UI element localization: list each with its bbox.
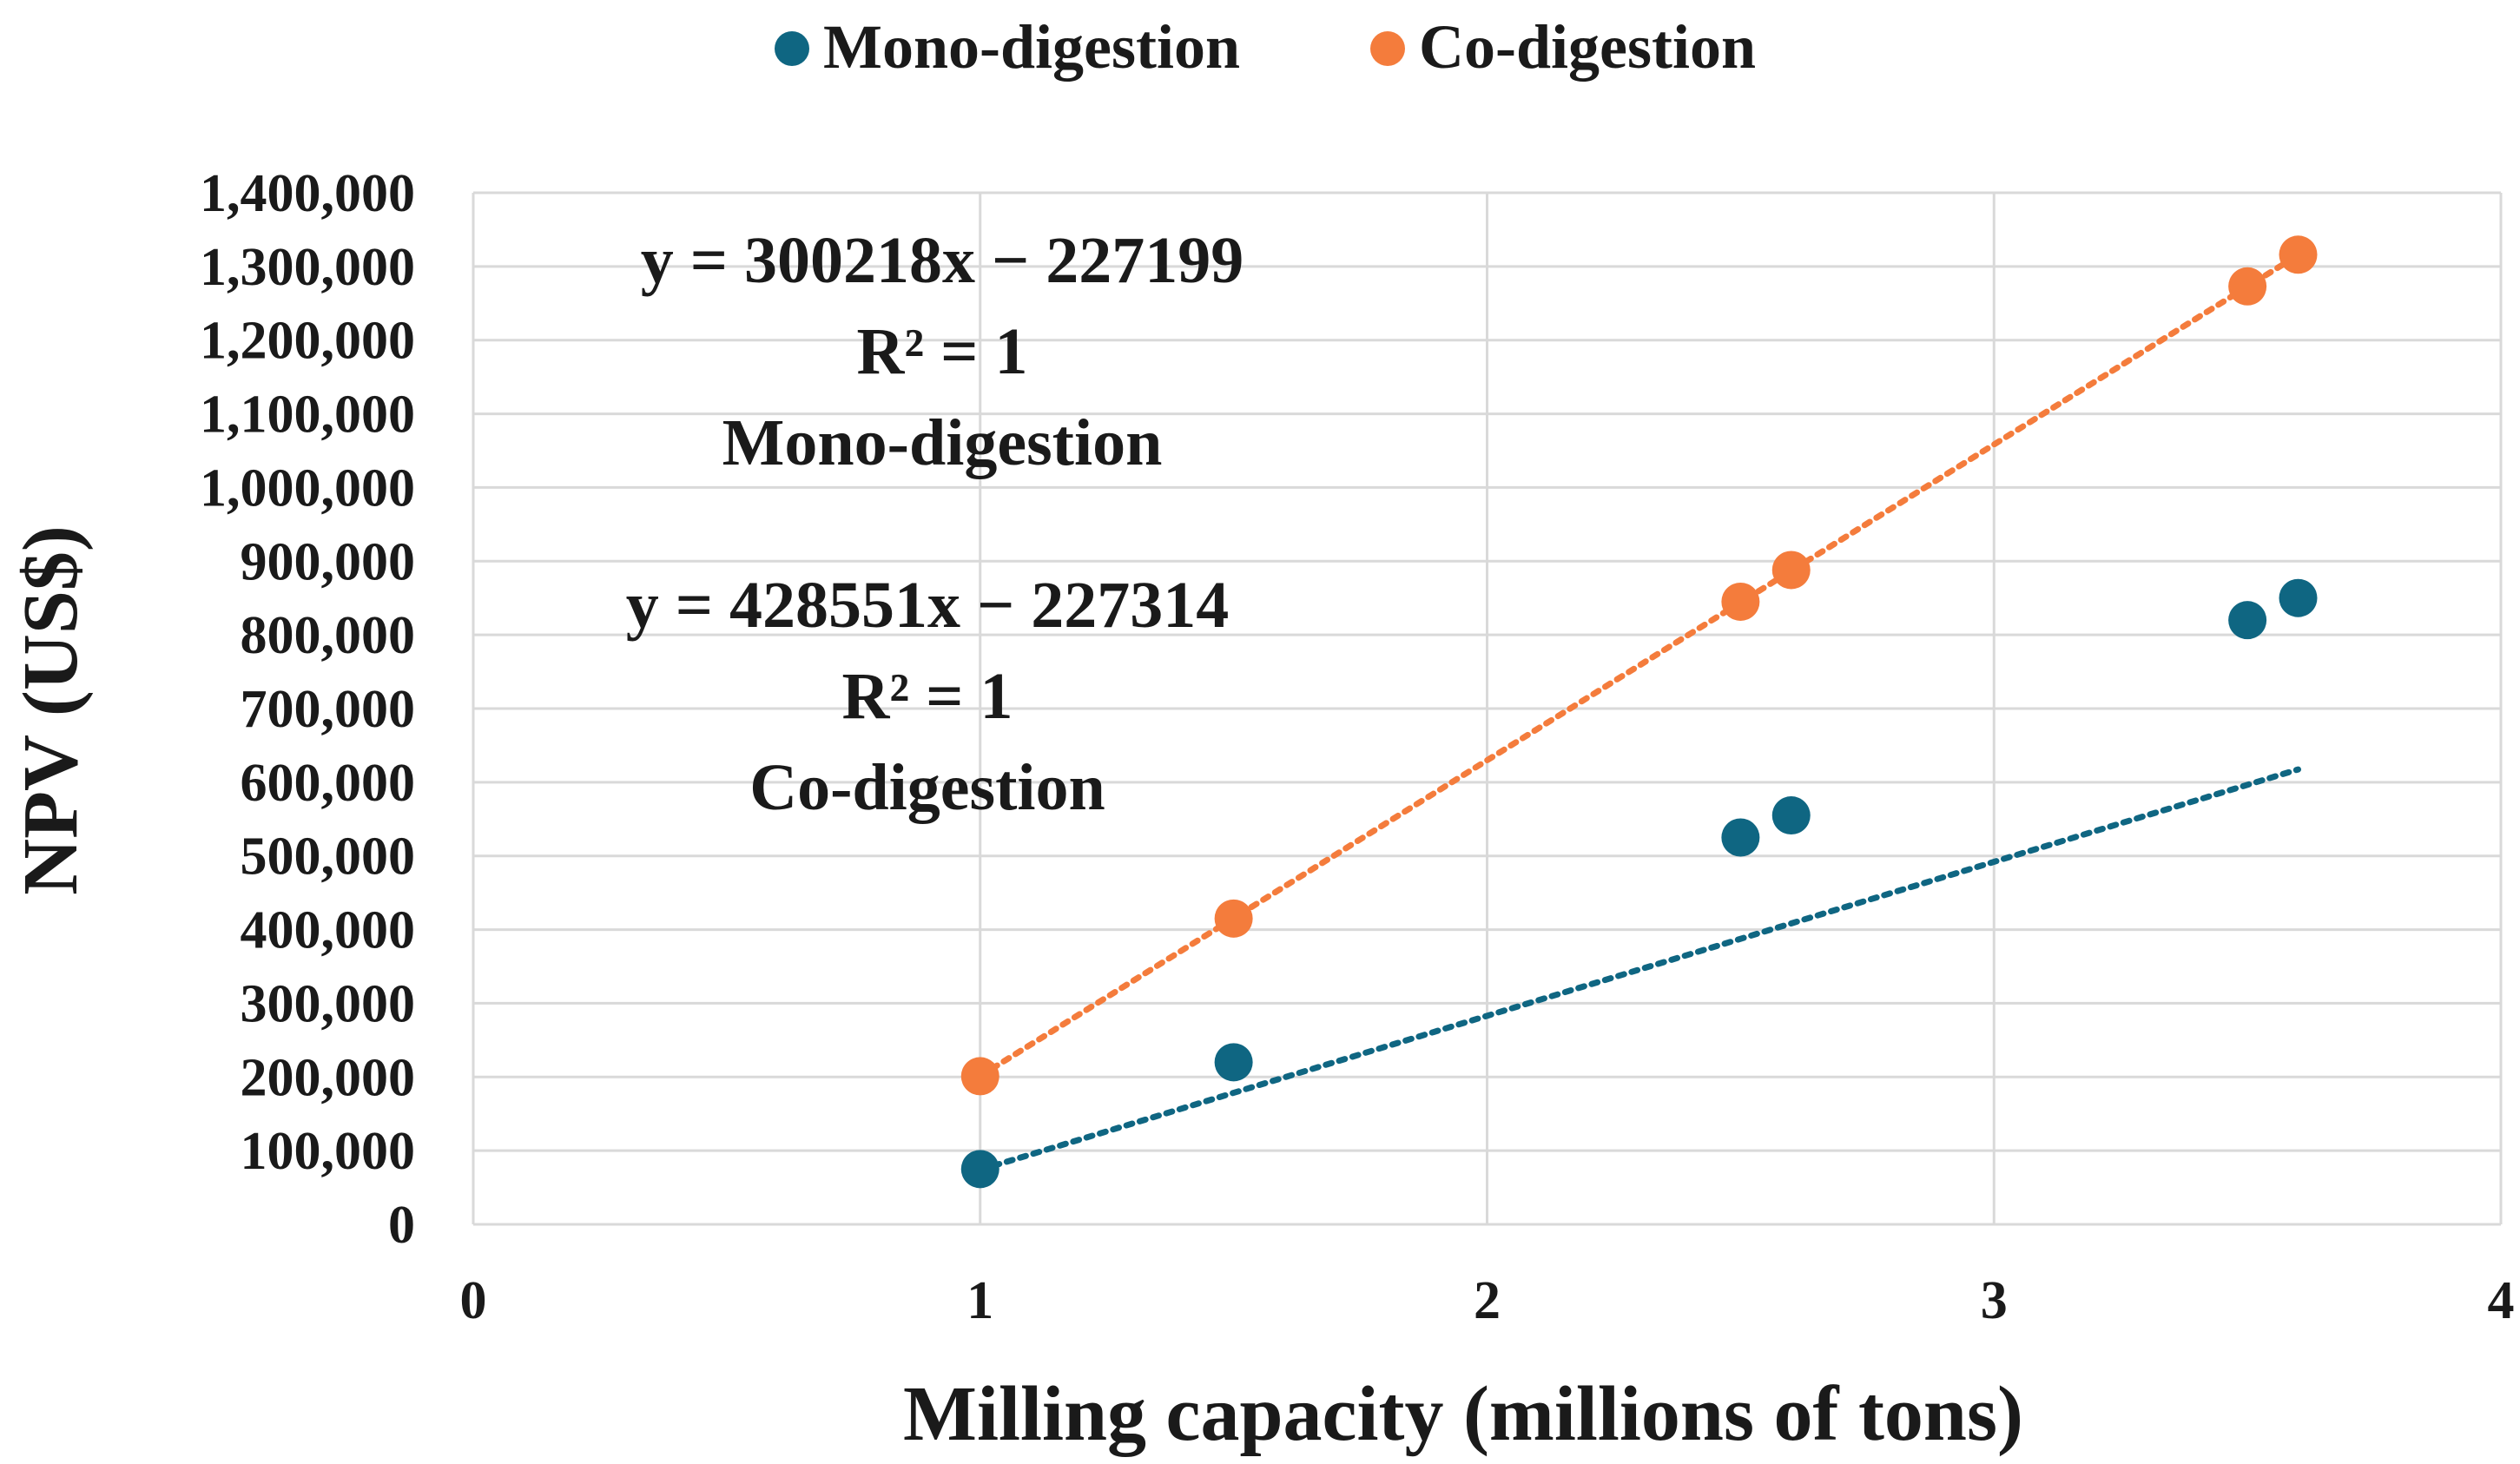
annotation-line: Co-digestion	[749, 751, 1105, 824]
legend-co-digestion-label: Co-digestion	[1419, 12, 1756, 82]
y-axis-title: NPV (US$)	[8, 525, 94, 895]
legend-mono-digestion-label: Mono-digestion	[823, 12, 1240, 82]
data-point-mono-digestion	[960, 1150, 999, 1189]
y-tick-label: 1,000,000	[200, 458, 415, 518]
trendline-mono-digestion	[977, 766, 2301, 1173]
grid	[472, 191, 2503, 1226]
y-tick-label: 400,000	[241, 901, 416, 960]
y-tick-label: 1,200,000	[200, 312, 415, 371]
x-tick-label: 2	[1474, 1271, 1501, 1330]
data-point-co-digestion	[2228, 267, 2267, 306]
x-tick-label: 3	[1981, 1271, 2008, 1330]
annotation-line: Mono-digestion	[722, 406, 1163, 479]
data-point-mono-digestion	[1721, 818, 1760, 857]
legend-mono-digestion-marker	[775, 31, 809, 66]
data-point-mono-digestion	[2279, 578, 2318, 617]
y-tick-label: 500,000	[241, 828, 416, 887]
x-tick-label: 4	[2488, 1271, 2515, 1330]
annotations: y = 300218x − 227199 R² = 1 Mono-digestion…	[626, 224, 1244, 824]
y-tick-label: 1,100,000	[200, 386, 415, 445]
data-point-mono-digestion	[1214, 1043, 1253, 1082]
y-tick-label: 300,000	[241, 974, 416, 1033]
y-tick-label: 1,300,000	[200, 238, 415, 297]
x-tick-label: 0	[460, 1271, 487, 1330]
legend: Mono-digestion Co-digestion	[775, 12, 1756, 82]
data-point-co-digestion	[960, 1057, 999, 1096]
y-tick-label: 1,400,000	[200, 164, 415, 223]
y-tick-label: 200,000	[241, 1048, 416, 1107]
annotation-line: R² = 1	[857, 315, 1028, 388]
annotation-line: y = 300218x − 227199	[641, 224, 1244, 297]
y-tick-label: 800,000	[241, 606, 416, 665]
y-tick-label: 100,000	[241, 1122, 416, 1181]
data-points	[960, 235, 2318, 1189]
axes: 0 100,000 200,000 300,000 400,000 500,000 600,…	[200, 164, 2515, 1330]
data-point-mono-digestion	[1771, 796, 1811, 835]
data-point-co-digestion	[1214, 899, 1253, 938]
y-tick-label: 0	[388, 1196, 415, 1255]
y-tick-label: 700,000	[241, 680, 416, 739]
trendline-co-digestion	[977, 252, 2301, 1079]
x-tick-label: 1	[966, 1271, 993, 1330]
annotation-line: y = 428551x − 227314	[626, 569, 1230, 642]
y-tick-label: 900,000	[241, 532, 416, 591]
data-point-co-digestion	[2279, 235, 2318, 274]
x-axis-title: Milling capacity (millions of tons)	[903, 1371, 2023, 1457]
data-point-co-digestion	[1771, 551, 1811, 590]
annotation-line: R² = 1	[842, 660, 1013, 733]
data-point-co-digestion	[1721, 582, 1760, 621]
data-point-mono-digestion	[2228, 601, 2267, 640]
legend-co-digestion-marker	[1370, 31, 1405, 66]
y-tick-label: 600,000	[241, 754, 416, 813]
trendlines	[977, 252, 2301, 1173]
